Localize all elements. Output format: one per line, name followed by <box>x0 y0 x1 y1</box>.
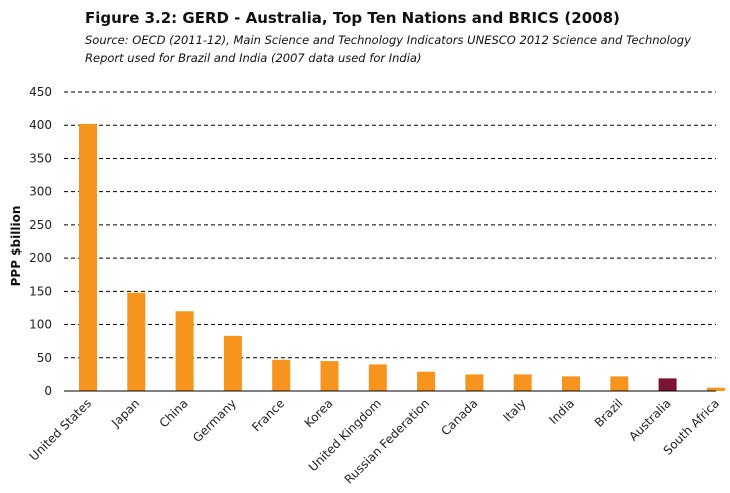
x-tick-label: Italy <box>501 396 529 424</box>
y-tick-label: 350 <box>29 151 52 165</box>
gridlines <box>64 91 716 359</box>
x-tick-labels: United States Japan China Germany France Kore… <box>27 396 722 486</box>
y-tick-label: 250 <box>29 218 52 232</box>
bar-south-africa <box>706 387 725 391</box>
y-tick-label: 150 <box>29 284 52 298</box>
y-tick-label: 450 <box>29 85 52 99</box>
y-axis-label: PPP $billion <box>9 206 23 287</box>
x-tick-label: Japan <box>108 396 142 430</box>
chart-subtitle: Source: OECD (2011-12), Main Science and… <box>85 33 691 65</box>
bar-russian-federation <box>417 371 436 391</box>
bar-united-kingdom <box>368 364 387 391</box>
y-tick-label: 200 <box>29 251 52 265</box>
chart-title: Figure 3.2: GERD - Australia, Top Ten Na… <box>85 9 620 27</box>
x-tick-label: India <box>546 396 577 427</box>
bar-china <box>175 311 194 391</box>
bar-united-states <box>79 123 97 391</box>
x-tick-label: United States <box>27 396 94 463</box>
x-tick-label: China <box>157 396 191 430</box>
x-tick-label: France <box>249 396 287 434</box>
x-tick-label: Korea <box>302 396 336 430</box>
x-tick-label: Brazil <box>592 396 626 430</box>
y-tick-label: 400 <box>29 118 52 132</box>
y-tick-label: 300 <box>29 185 52 199</box>
x-tick-label: Russian Federation <box>342 396 432 486</box>
bar-canada <box>465 374 484 391</box>
y-tick-label: 0 <box>44 384 52 398</box>
x-tick-label: Germany <box>190 396 239 445</box>
bar-india <box>562 376 580 391</box>
bar-germany <box>223 335 242 391</box>
bar-korea <box>320 361 339 391</box>
bars <box>79 123 725 391</box>
bar-brazil <box>610 376 629 391</box>
bar-france <box>272 359 291 391</box>
bar-italy <box>513 374 532 391</box>
y-tick-label: 100 <box>29 318 52 332</box>
y-tick-labels: 0 50 100 150 200 250 300 350 400 450 <box>29 85 52 398</box>
y-tick-label: 50 <box>37 351 52 365</box>
bar-japan <box>127 292 146 391</box>
x-tick-label: Canada <box>438 396 480 438</box>
bar-australia <box>658 378 677 391</box>
x-tick-label: Australia <box>626 396 673 443</box>
